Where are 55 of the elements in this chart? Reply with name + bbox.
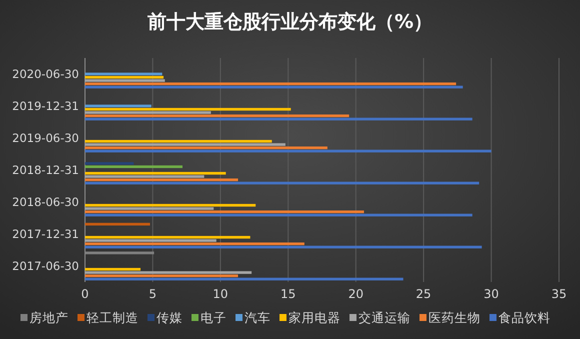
legend-label: 传媒	[156, 310, 182, 325]
bar	[85, 246, 482, 248]
bar	[85, 268, 141, 271]
bar	[85, 271, 252, 274]
bar	[85, 72, 162, 76]
bar	[85, 274, 238, 278]
legend-label: 交通运输	[358, 310, 410, 325]
legend-label: 电子	[200, 310, 226, 325]
bar	[85, 104, 152, 108]
x-tick-label: 0	[81, 287, 89, 301]
bar	[85, 236, 250, 239]
y-tick-label: 2018-12-31	[12, 163, 79, 177]
bar	[85, 278, 404, 280]
x-tick-label: 15	[280, 287, 296, 301]
x-tick-label: 30	[484, 287, 499, 301]
bar	[85, 239, 216, 242]
y-tick-label: 2019-06-30	[12, 131, 79, 145]
bar	[85, 242, 304, 246]
bar	[85, 79, 165, 82]
bar	[85, 204, 256, 207]
bar	[85, 210, 364, 214]
chart-title: 前十大重仓股行业分布变化（%）	[146, 11, 433, 33]
x-tick-label: 35	[551, 287, 567, 301]
x-tick-label: 10	[212, 287, 228, 301]
y-tick-label: 2018-06-30	[12, 195, 79, 209]
x-tick-label: 20	[348, 287, 364, 301]
legend-label: 轻工制造	[86, 310, 138, 325]
bar	[85, 118, 472, 120]
legend-label: 汽车	[244, 310, 270, 325]
y-tick-label: 2017-12-31	[12, 227, 79, 241]
y-tick-label: 2020-06-30	[12, 67, 79, 81]
x-tick-label: 5	[148, 287, 157, 301]
bar	[85, 108, 291, 111]
bar	[85, 207, 214, 210]
bar	[85, 76, 164, 79]
legend-label: 食品饮料	[498, 310, 550, 325]
x-tick-label: 25	[416, 287, 432, 301]
y-tick-label: 2019-12-31	[12, 99, 79, 113]
bar	[85, 86, 463, 88]
bar	[85, 82, 456, 86]
bar	[85, 175, 204, 178]
bar	[85, 143, 286, 146]
bar	[85, 182, 480, 184]
y-tick-label: 2017-06-30	[12, 259, 79, 273]
bar	[85, 178, 238, 182]
bar	[85, 146, 328, 150]
bar	[85, 172, 226, 175]
legend-label: 房地产	[30, 310, 68, 325]
bar	[85, 214, 472, 216]
bar	[85, 114, 350, 118]
bar	[85, 150, 492, 152]
bar	[85, 140, 272, 143]
legend-label: 家用电器	[288, 310, 340, 325]
bar	[85, 111, 211, 114]
legend-label: 医药生物	[428, 310, 480, 325]
